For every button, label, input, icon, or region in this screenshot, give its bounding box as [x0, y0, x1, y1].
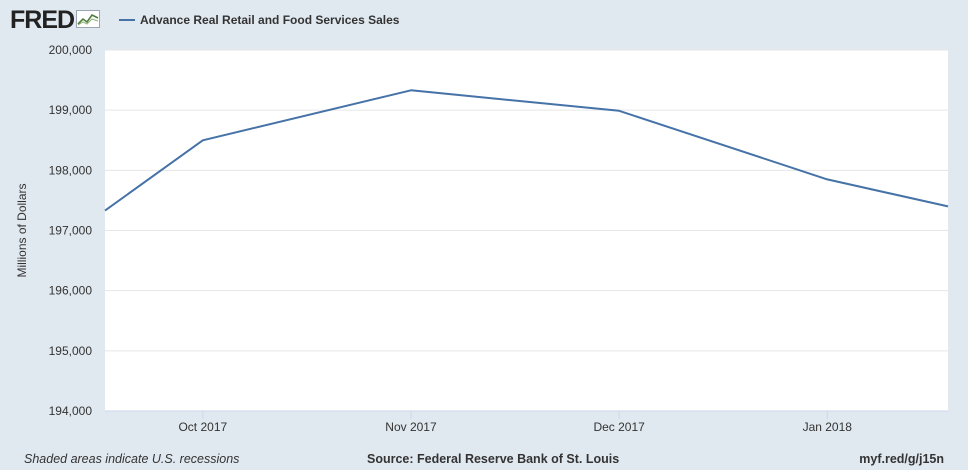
x-tick-label: Nov 2017 — [385, 420, 437, 434]
chart-legend[interactable]: Advance Real Retail and Food Services Sa… — [119, 11, 399, 29]
series-line[interactable] — [104, 89, 949, 212]
x-tick-label: Jan 2018 — [803, 420, 853, 434]
legend-swatch — [119, 19, 135, 21]
series-group — [104, 89, 949, 212]
y-tick-label: 199,000 — [49, 103, 93, 117]
line-chart: 194,000 195,000 196,000 197,000 198,000 199,0… — [15, 43, 949, 434]
y-axis-ticks: 194,000 195,000 196,000 197,000 198,000 199,0… — [49, 43, 93, 418]
legend-label: Advance Real Retail and Food Services Sa… — [140, 13, 400, 27]
chart-header: FRED Advance Real Retail and Food Servic… — [0, 0, 968, 40]
recession-note: Shaded areas indicate U.S. recessions — [24, 452, 240, 466]
y-tick-label: 195,000 — [49, 344, 93, 358]
chart-footer: Shaded areas indicate U.S. recessions So… — [0, 450, 968, 468]
y-tick-label: 196,000 — [49, 284, 93, 298]
chart-line-icon — [76, 9, 101, 33]
y-tick-label: 194,000 — [49, 404, 93, 418]
x-tick-label: Dec 2017 — [593, 420, 645, 434]
x-axis-ticks: Oct 2017 Nov 2017 Dec 2017 Jan 2018 — [178, 411, 852, 434]
source-credit: Source: Federal Reserve Bank of St. Loui… — [367, 452, 620, 466]
y-tick-label: 200,000 — [49, 43, 93, 57]
x-tick-label: Oct 2017 — [178, 420, 227, 434]
y-tick-label: 198,000 — [49, 163, 93, 177]
short-link[interactable]: myf.red/g/j15n — [859, 452, 944, 466]
fred-logo[interactable]: FRED — [10, 6, 101, 34]
grid-lines — [105, 49, 948, 352]
y-axis-label: Millions of Dollars — [15, 183, 29, 277]
y-tick-label: 197,000 — [49, 224, 93, 238]
logo-text: FRED — [10, 6, 75, 34]
